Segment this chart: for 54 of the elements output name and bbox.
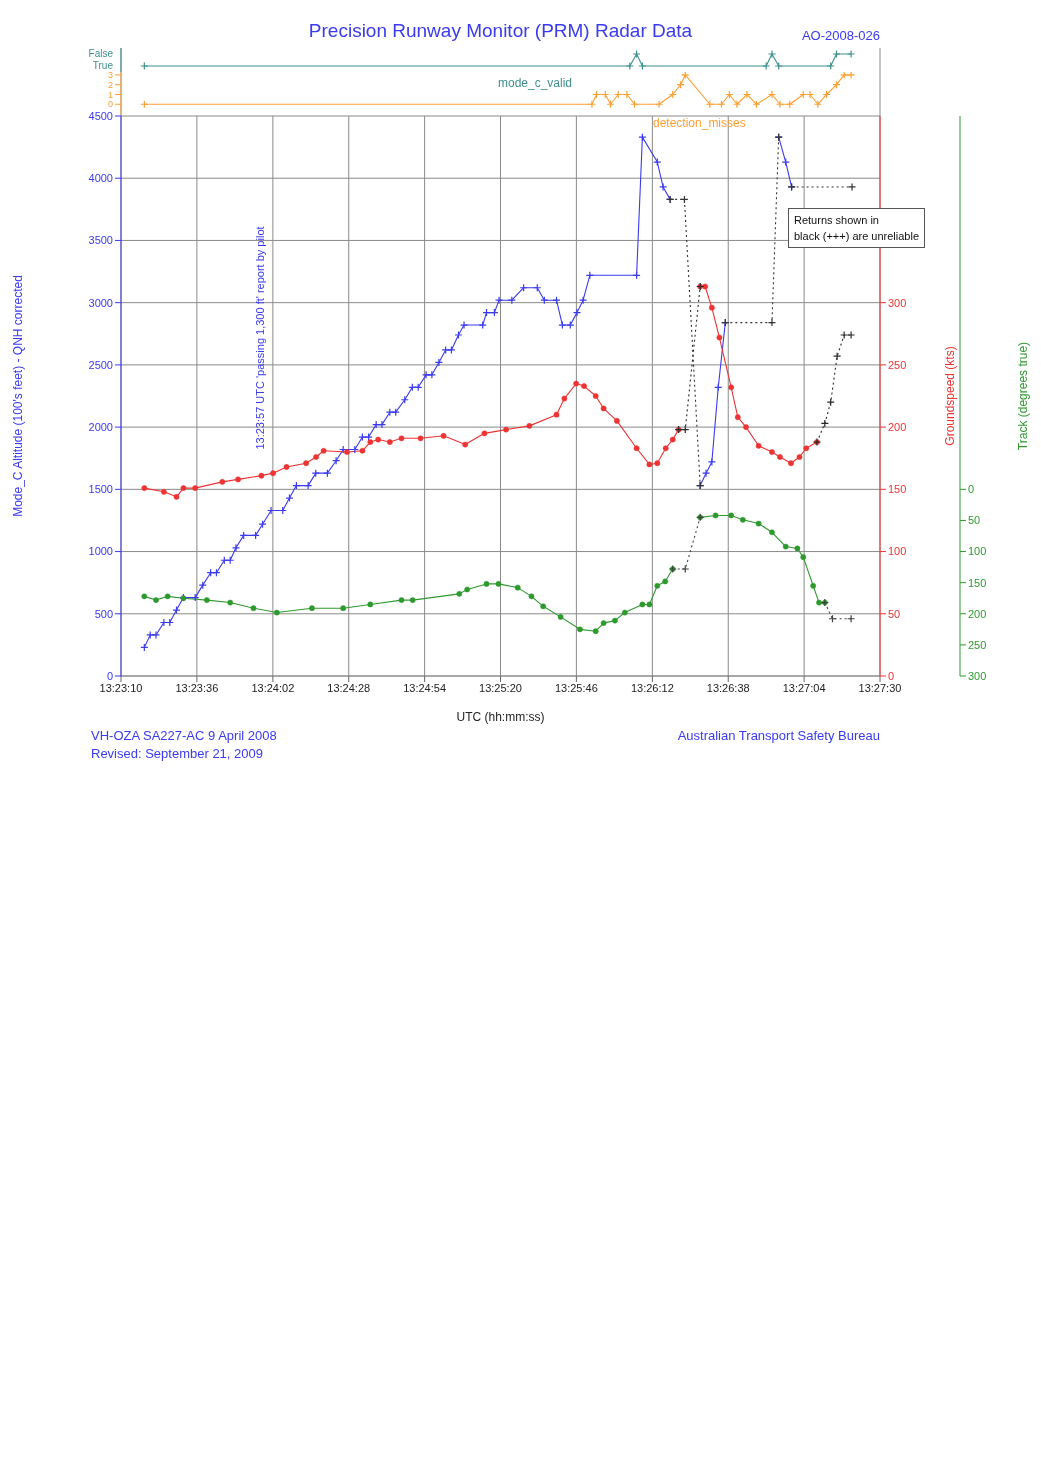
y-tick-label: 4500 bbox=[88, 109, 113, 122]
x-tick-label: 13:27:30 bbox=[858, 681, 902, 694]
text: Australian Transport Safety Bureau bbox=[676, 728, 880, 743]
y3-tick-label: 200 bbox=[968, 607, 987, 620]
y-tick-label: 2 bbox=[107, 79, 113, 90]
series-label: mode_c_valid bbox=[498, 76, 573, 90]
y3-tick-label: 300 bbox=[968, 669, 987, 682]
y-tick-label: 2500 bbox=[88, 358, 113, 371]
y-tick-label: 0 bbox=[106, 669, 113, 682]
text: AO-2008-026 bbox=[800, 28, 880, 43]
y2-tick-label: 250 bbox=[888, 358, 907, 371]
x-tick-label: 13:24:54 bbox=[403, 681, 447, 694]
y2-tick-label: 50 bbox=[888, 607, 901, 620]
annotation: 13:23:57 UTC 'passing 1,300 ft' report by pilot bbox=[254, 226, 266, 450]
x-tick-label: 13:24:28 bbox=[327, 681, 371, 694]
y-axis-title: Mode_C Altitude (100's feet) - QNH corrected bbox=[11, 275, 26, 517]
y2-tick-label: 0 bbox=[888, 669, 895, 682]
y3-axis-title: Track (degrees true) bbox=[1016, 341, 1031, 451]
y3-tick-label: 100 bbox=[968, 545, 987, 558]
y3-tick-label: 50 bbox=[968, 514, 981, 527]
y-tick-label: 500 bbox=[94, 607, 113, 620]
y2-tick-label: 100 bbox=[888, 545, 907, 558]
y-tick-label: 1500 bbox=[88, 483, 113, 496]
x-axis-title: UTC (hh:mm:ss) bbox=[456, 710, 545, 724]
y-tick-label: 3500 bbox=[88, 234, 113, 247]
x-tick-label: 13:26:12 bbox=[630, 681, 674, 694]
text: VH-OZA SA227-AC 9 April 2008 bbox=[91, 728, 277, 743]
y2-tick-label: 150 bbox=[888, 483, 907, 496]
text: Revised: September 21, 2009 bbox=[91, 746, 263, 761]
y3-tick-label: 250 bbox=[968, 638, 987, 651]
note-box: Returns shown in black (+++) are unreliable bbox=[788, 208, 926, 248]
x-tick-label: 13:25:46 bbox=[554, 681, 598, 694]
text: True bbox=[91, 60, 113, 71]
y3-tick-label: 0 bbox=[968, 483, 975, 496]
y-tick-label: 1 bbox=[107, 89, 113, 100]
series-label: detection_misses bbox=[653, 116, 746, 130]
chart-title: Precision Runway Monitor (PRM) Radar Data bbox=[308, 20, 693, 41]
x-tick-label: 13:26:38 bbox=[706, 681, 750, 694]
y-tick-label: 2000 bbox=[88, 421, 113, 434]
y-tick-label: 1000 bbox=[88, 545, 113, 558]
y-tick-label: 0 bbox=[107, 99, 113, 110]
text: False bbox=[87, 48, 113, 59]
y-tick-label: 3000 bbox=[88, 296, 113, 309]
y3-tick-label: 150 bbox=[968, 576, 987, 589]
y2-tick-label: 300 bbox=[888, 296, 907, 309]
x-tick-label: 13:23:36 bbox=[175, 681, 219, 694]
y-tick-label: 3 bbox=[107, 70, 113, 81]
y-tick-label: 4000 bbox=[88, 172, 113, 185]
x-tick-label: 13:24:02 bbox=[251, 681, 295, 694]
x-tick-label: 13:23:10 bbox=[99, 681, 143, 694]
y2-axis-title: Groundspeed (kts) bbox=[943, 346, 958, 446]
y2-tick-label: 200 bbox=[888, 421, 907, 434]
x-tick-label: 13:25:20 bbox=[479, 681, 522, 694]
x-tick-label: 13:27:04 bbox=[782, 681, 826, 694]
